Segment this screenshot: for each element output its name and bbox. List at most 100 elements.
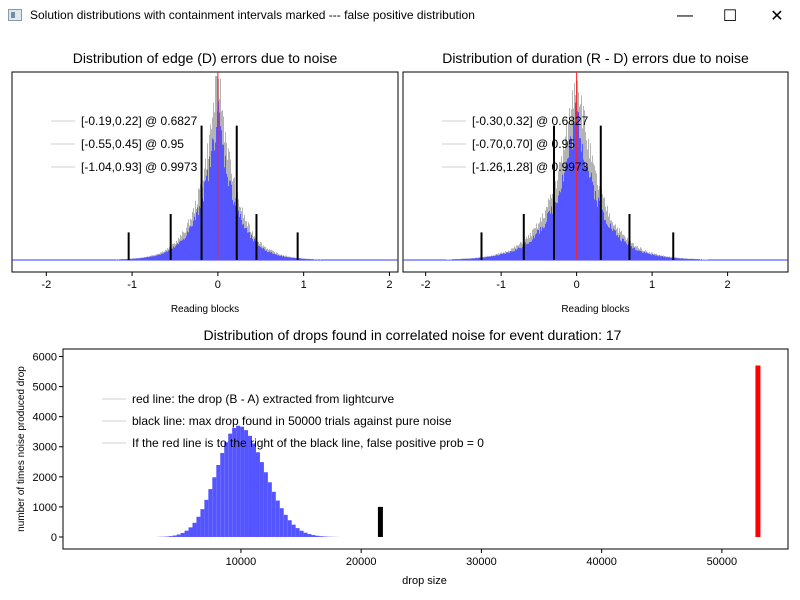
histogram-bar xyxy=(206,175,207,260)
histogram-bar xyxy=(238,210,239,260)
histogram-bar xyxy=(269,251,270,260)
noise-envelope-bar xyxy=(116,259,117,260)
histogram-bar xyxy=(518,247,519,260)
close-button[interactable]: ✕ xyxy=(770,8,784,25)
histogram-bar xyxy=(289,257,290,260)
noise-envelope-bar xyxy=(703,259,704,260)
histogram-bar xyxy=(562,174,563,260)
histogram-bar xyxy=(285,257,286,260)
histogram-bar xyxy=(163,253,164,260)
title-bar[interactable]: Solution distributions with containment … xyxy=(0,0,800,32)
histogram-bar xyxy=(178,244,179,260)
histogram-bar xyxy=(148,257,149,260)
histogram-bar xyxy=(665,257,666,260)
histogram-bar xyxy=(497,255,498,260)
histogram-bar xyxy=(680,258,681,260)
histogram-bar xyxy=(264,249,265,260)
histogram-bar xyxy=(184,239,185,260)
histogram-bar xyxy=(605,220,606,260)
histogram-bar xyxy=(121,259,122,260)
histogram-bar xyxy=(645,253,646,260)
histogram-bar xyxy=(661,256,662,260)
histogram-bar xyxy=(679,258,680,260)
histogram-bar xyxy=(172,248,173,260)
histogram-bar xyxy=(604,220,605,260)
histogram-bar xyxy=(287,257,288,260)
x-axis-label: Reading blocks xyxy=(561,304,629,315)
histogram-bar xyxy=(591,172,592,260)
histogram-bar xyxy=(119,259,120,260)
histogram-bar xyxy=(666,257,667,260)
histogram-bar xyxy=(288,257,289,260)
minimize-button[interactable]: — xyxy=(677,7,693,24)
histogram-bar xyxy=(177,243,178,260)
histogram-bar xyxy=(626,243,627,260)
histogram-bar xyxy=(685,258,686,260)
maximize-button[interactable]: ☐ xyxy=(722,8,738,25)
histogram-bar xyxy=(644,252,645,260)
x-tick-label: 2 xyxy=(386,279,392,291)
histogram-bar xyxy=(307,259,308,260)
histogram-bar xyxy=(259,462,264,537)
histogram-bar xyxy=(305,259,306,260)
noise-envelope-bar xyxy=(451,259,452,260)
histogram-bar xyxy=(215,142,216,260)
histogram-bar xyxy=(173,246,174,260)
histogram-bar xyxy=(577,111,578,260)
histogram-bar xyxy=(189,227,190,260)
histogram-bar xyxy=(528,243,529,260)
histogram-bar xyxy=(457,259,458,260)
histogram-bar xyxy=(461,259,462,260)
histogram-bar xyxy=(220,126,221,260)
histogram-bar xyxy=(698,259,699,260)
histogram-bar xyxy=(548,211,549,260)
histogram-bar xyxy=(699,259,700,260)
histogram-bar xyxy=(503,253,504,260)
histogram-bar xyxy=(688,259,689,260)
histogram-bar xyxy=(561,188,562,260)
x-tick-label: 40000 xyxy=(586,556,617,568)
histogram-bar xyxy=(696,259,697,260)
histogram-bar xyxy=(606,223,607,260)
histogram-bar xyxy=(274,253,275,260)
histogram-bar xyxy=(283,514,288,537)
histogram-bar xyxy=(692,259,693,260)
histogram-bar xyxy=(667,257,668,260)
histogram-bar xyxy=(560,192,561,260)
histogram-bar xyxy=(530,241,531,260)
histogram-bar xyxy=(196,212,197,260)
histogram-bar xyxy=(316,259,317,260)
y-tick-label: 6000 xyxy=(33,352,57,364)
histogram-bar xyxy=(239,217,240,260)
histogram-bar xyxy=(686,258,687,260)
histogram-bar xyxy=(634,247,635,260)
histogram-bar xyxy=(590,176,591,260)
histogram-bar xyxy=(192,225,193,260)
histogram-bar xyxy=(579,138,580,260)
histogram-bar xyxy=(168,536,173,537)
histogram-bar xyxy=(498,255,499,260)
histogram-bar xyxy=(556,202,557,260)
histogram-bar xyxy=(140,258,141,260)
histogram-bar xyxy=(565,165,566,260)
histogram-bar xyxy=(619,235,620,260)
histogram-bar xyxy=(295,258,296,260)
histogram-bar xyxy=(218,101,219,260)
histogram-bar xyxy=(541,231,542,260)
noise-envelope-bar xyxy=(706,259,707,260)
histogram-bar xyxy=(168,250,169,260)
histogram-bar xyxy=(689,258,690,260)
histogram-bar xyxy=(624,241,625,260)
histogram-bar xyxy=(207,169,208,260)
histogram-bar xyxy=(581,151,582,260)
histogram-bar xyxy=(463,258,464,260)
histogram-bar xyxy=(270,252,271,260)
histogram-bar xyxy=(508,252,509,260)
histogram-bar xyxy=(180,532,185,537)
histogram-bar xyxy=(534,238,535,260)
histogram-bar xyxy=(539,233,540,260)
histogram-bar xyxy=(495,256,496,260)
histogram-bar xyxy=(127,259,128,260)
histogram-bar xyxy=(224,167,225,260)
histogram-bar xyxy=(277,255,278,260)
